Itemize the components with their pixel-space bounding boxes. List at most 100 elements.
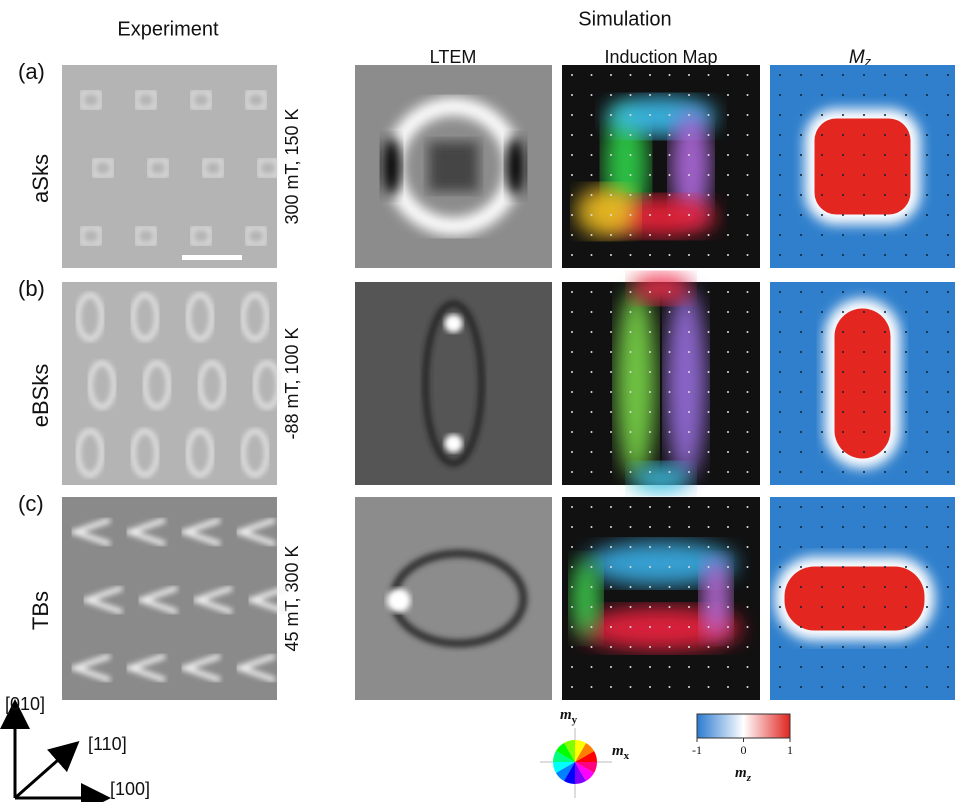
mz-arrow — [926, 606, 928, 608]
mz-arrow — [800, 331, 802, 333]
mz-arrow — [884, 586, 886, 588]
mz-arrow — [905, 254, 907, 256]
mz-arrow — [821, 254, 823, 256]
induction-arrow — [727, 154, 729, 156]
induction-arrow — [708, 311, 710, 313]
induction-arrow — [630, 666, 632, 668]
mz-arrow — [863, 411, 865, 413]
induction-arrow — [688, 371, 690, 373]
induction-arrow — [591, 686, 593, 688]
mz-arrow — [779, 566, 781, 568]
colorbar-tick-label: -1 — [692, 743, 702, 757]
row-conditions: 45 mT, 300 K — [282, 545, 302, 651]
mz-arrow — [821, 214, 823, 216]
induction-arrow — [747, 586, 749, 588]
figure: Experiment Simulation LTEM Induction Map… — [0, 0, 955, 802]
induction-arrow — [727, 74, 729, 76]
induction-arrow — [591, 666, 593, 668]
mz-arrow — [821, 291, 823, 293]
induction-arrow — [688, 626, 690, 628]
mz-arrow — [863, 94, 865, 96]
induction-arrow — [591, 331, 593, 333]
induction-arrow — [591, 291, 593, 293]
mz-arrow — [821, 114, 823, 116]
mz-arrow — [947, 411, 949, 413]
mz-arrow — [905, 134, 907, 136]
mz-arrow — [926, 471, 928, 473]
induction-arrow — [591, 431, 593, 433]
induction-arrow — [708, 451, 710, 453]
induction-arrow — [727, 311, 729, 313]
induction-arrow — [727, 626, 729, 628]
mz-arrow — [821, 74, 823, 76]
induction-arrow — [591, 254, 593, 256]
induction-arrow — [708, 546, 710, 548]
induction-arrow — [669, 94, 671, 96]
induction-arrow — [688, 506, 690, 508]
mz-arrow — [905, 74, 907, 76]
mz-arrow — [821, 311, 823, 313]
induction-arrow — [669, 566, 671, 568]
induction-arrow — [669, 526, 671, 528]
row-conditions: -88 mT, 100 K — [282, 327, 302, 439]
induction-arrow — [708, 586, 710, 588]
mz-arrow — [800, 666, 802, 668]
induction-arrow — [610, 291, 612, 293]
mz-arrow — [821, 471, 823, 473]
mz-arrow — [947, 506, 949, 508]
induction-arrow — [708, 234, 710, 236]
induction-arrow — [610, 194, 612, 196]
mz-arrow — [800, 471, 802, 473]
induction-arrow — [669, 114, 671, 116]
induction-arrow — [630, 411, 632, 413]
mz-arrow — [884, 451, 886, 453]
induction-arrow — [688, 154, 690, 156]
induction-arrow — [571, 606, 573, 608]
induction-arrow — [649, 546, 651, 548]
induction-arrow — [669, 371, 671, 373]
mz-arrow — [884, 526, 886, 528]
mz-arrow — [884, 391, 886, 393]
mz-arrow — [800, 174, 802, 176]
mz-arrow — [905, 686, 907, 688]
induction-arrow — [708, 214, 710, 216]
induction-arrow — [727, 391, 729, 393]
induction-arrow — [591, 526, 593, 528]
induction-arrow — [727, 566, 729, 568]
mz-arrow — [905, 586, 907, 588]
induction-arrow — [630, 94, 632, 96]
induction-arrow — [649, 451, 651, 453]
mz-arrow — [863, 391, 865, 393]
mz-arrow — [800, 431, 802, 433]
row-name: eBSks — [28, 364, 53, 428]
induction-arrow — [669, 451, 671, 453]
induction-arrow — [591, 311, 593, 313]
mz-arrow — [821, 506, 823, 508]
mz-arrow — [800, 114, 802, 116]
ltem-lobe — [506, 137, 526, 197]
induction-arrow — [571, 431, 573, 433]
induction-arrow — [708, 94, 710, 96]
mz-arrow — [863, 214, 865, 216]
induction-arrow — [649, 74, 651, 76]
induction-arrow — [669, 174, 671, 176]
induction-arrow — [747, 506, 749, 508]
induction-arrow — [669, 311, 671, 313]
induction-arrow — [708, 666, 710, 668]
mz-arrow — [821, 431, 823, 433]
mz-arrow — [926, 666, 928, 668]
induction-arrow — [630, 471, 632, 473]
mz-arrow — [800, 451, 802, 453]
induction-arrow — [669, 134, 671, 136]
induction-arrow — [688, 566, 690, 568]
mz-arrow — [800, 194, 802, 196]
induction-arrow — [591, 566, 593, 568]
induction-arrow — [649, 471, 651, 473]
induction-arrow — [727, 174, 729, 176]
mz-arrow — [926, 291, 928, 293]
induction-arrow — [727, 114, 729, 116]
mz-arrow — [779, 331, 781, 333]
induction-arrow — [688, 254, 690, 256]
mz-arrow — [863, 134, 865, 136]
induction-arrow — [610, 371, 612, 373]
